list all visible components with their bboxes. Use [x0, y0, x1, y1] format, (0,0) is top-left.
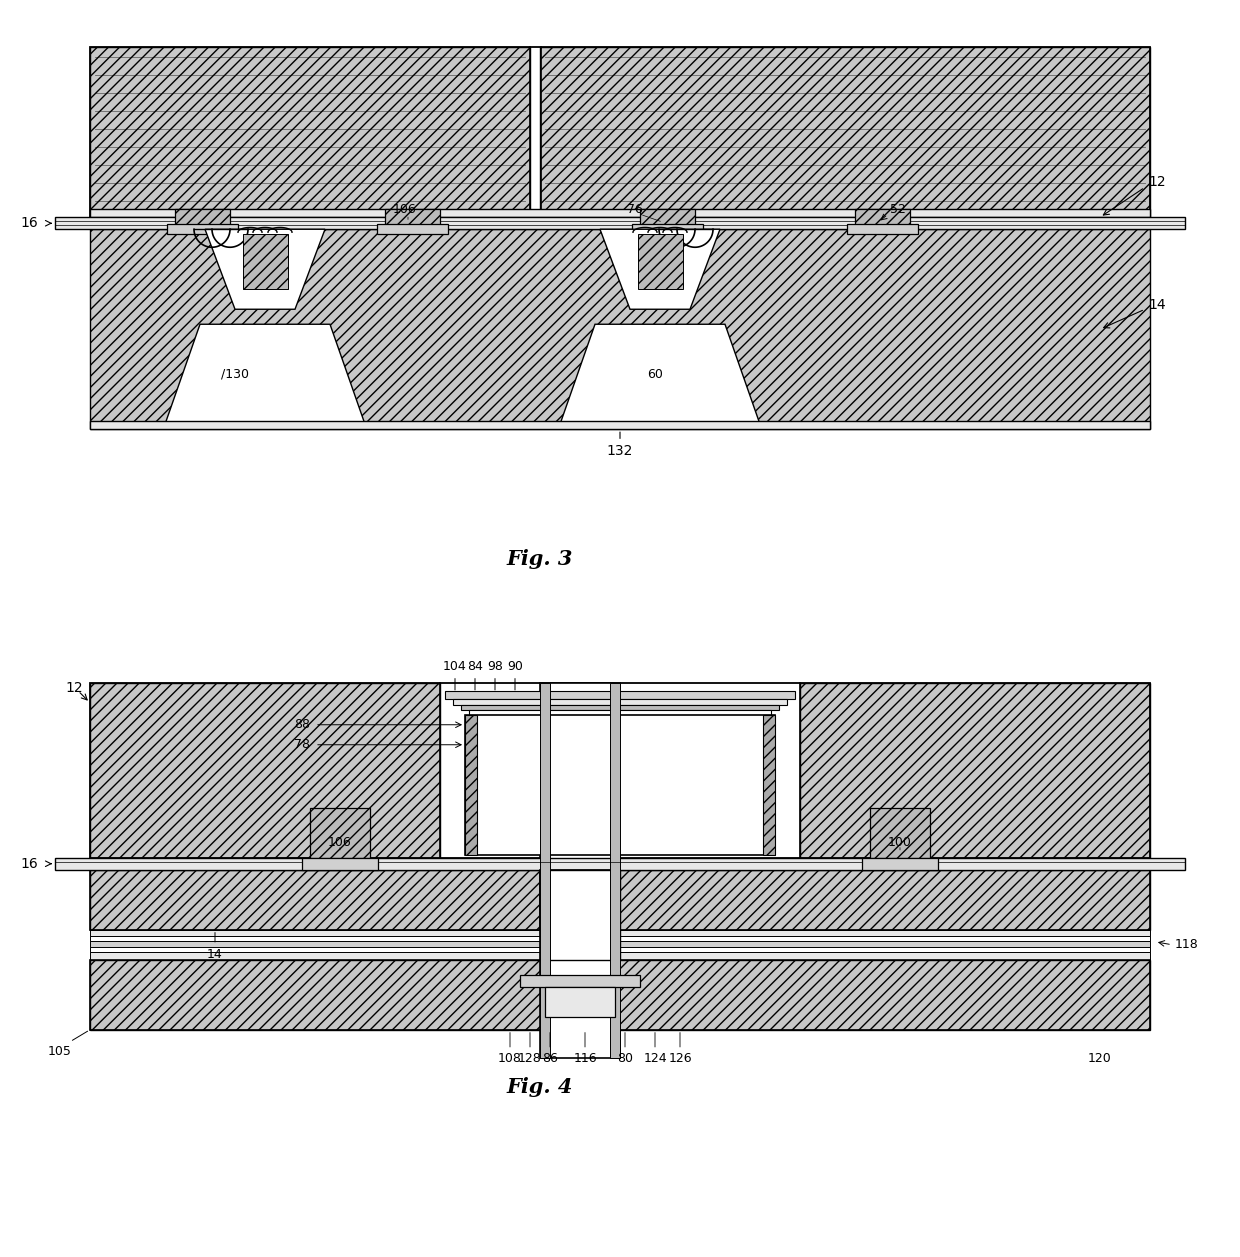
Text: 116: 116 — [573, 1052, 596, 1065]
Bar — [539, 870, 620, 960]
Bar — [243, 234, 288, 289]
Text: 100: 100 — [888, 836, 911, 850]
Bar — [310, 808, 370, 857]
Bar — [91, 940, 1149, 947]
Text: 124: 124 — [644, 1052, 667, 1065]
Polygon shape — [600, 229, 720, 309]
Bar — [91, 952, 1149, 960]
Bar — [800, 683, 1149, 857]
Bar — [856, 209, 910, 229]
Bar — [91, 930, 1149, 935]
Bar — [91, 947, 1149, 952]
Bar — [465, 715, 477, 855]
Bar — [91, 935, 1149, 940]
Bar — [91, 324, 205, 429]
Bar — [632, 224, 703, 234]
Text: 106: 106 — [393, 202, 417, 216]
Bar — [91, 870, 1149, 930]
Bar — [91, 870, 1149, 930]
Polygon shape — [560, 324, 760, 425]
Bar — [469, 710, 771, 715]
Bar — [384, 209, 440, 229]
Text: 12: 12 — [64, 681, 83, 695]
Text: 52: 52 — [890, 202, 906, 216]
Text: 12: 12 — [1148, 175, 1166, 190]
Bar — [445, 691, 795, 699]
Bar — [862, 857, 937, 870]
Bar — [453, 699, 787, 705]
Bar — [539, 683, 620, 1057]
Text: 118: 118 — [1176, 938, 1199, 952]
Bar — [461, 705, 779, 710]
Text: 90: 90 — [507, 660, 523, 672]
Text: 88: 88 — [294, 718, 310, 732]
Bar — [539, 48, 1149, 217]
Text: 105: 105 — [48, 1045, 72, 1057]
Text: 16: 16 — [20, 216, 38, 230]
Bar — [91, 229, 1149, 429]
Text: 120: 120 — [1089, 1052, 1112, 1065]
Text: 132: 132 — [606, 444, 634, 459]
Bar — [91, 960, 1149, 1029]
Bar — [520, 974, 640, 987]
Text: 14: 14 — [207, 948, 223, 960]
Polygon shape — [165, 324, 365, 425]
Text: 108: 108 — [498, 1052, 522, 1065]
Bar — [539, 870, 620, 930]
Bar — [303, 857, 378, 870]
Bar — [640, 209, 694, 229]
Bar — [539, 683, 551, 1057]
Text: /130: /130 — [221, 368, 249, 381]
Text: Fig. 3: Fig. 3 — [507, 549, 573, 569]
Text: 128: 128 — [518, 1052, 542, 1065]
Text: 14: 14 — [1148, 298, 1166, 312]
Text: 16: 16 — [20, 857, 38, 871]
Bar — [610, 683, 620, 1057]
Bar — [91, 209, 1149, 217]
Bar — [91, 960, 1149, 1029]
Text: Fig. 4: Fig. 4 — [507, 1077, 573, 1097]
Text: 98: 98 — [487, 660, 503, 672]
Bar — [55, 857, 1185, 870]
Text: 86: 86 — [542, 1052, 558, 1065]
Polygon shape — [205, 229, 325, 309]
Bar — [763, 715, 775, 855]
Text: 106: 106 — [329, 836, 352, 850]
Text: 104: 104 — [443, 660, 467, 672]
Text: 60: 60 — [647, 368, 663, 381]
Bar — [55, 217, 1185, 229]
Bar — [546, 987, 615, 1017]
Text: 84: 84 — [467, 660, 482, 672]
Bar — [847, 224, 918, 234]
Bar — [91, 48, 529, 217]
Bar — [167, 224, 238, 234]
Bar — [91, 421, 1149, 429]
Bar — [377, 224, 448, 234]
Bar — [465, 715, 775, 855]
Bar — [91, 683, 440, 857]
Text: 126: 126 — [668, 1052, 692, 1065]
Bar — [91, 683, 1149, 857]
Text: 78: 78 — [294, 738, 310, 752]
Bar — [175, 209, 229, 229]
Bar — [91, 48, 1149, 217]
Bar — [870, 808, 930, 857]
Text: 80: 80 — [618, 1052, 632, 1065]
Bar — [639, 234, 683, 289]
Text: 76: 76 — [627, 202, 642, 216]
